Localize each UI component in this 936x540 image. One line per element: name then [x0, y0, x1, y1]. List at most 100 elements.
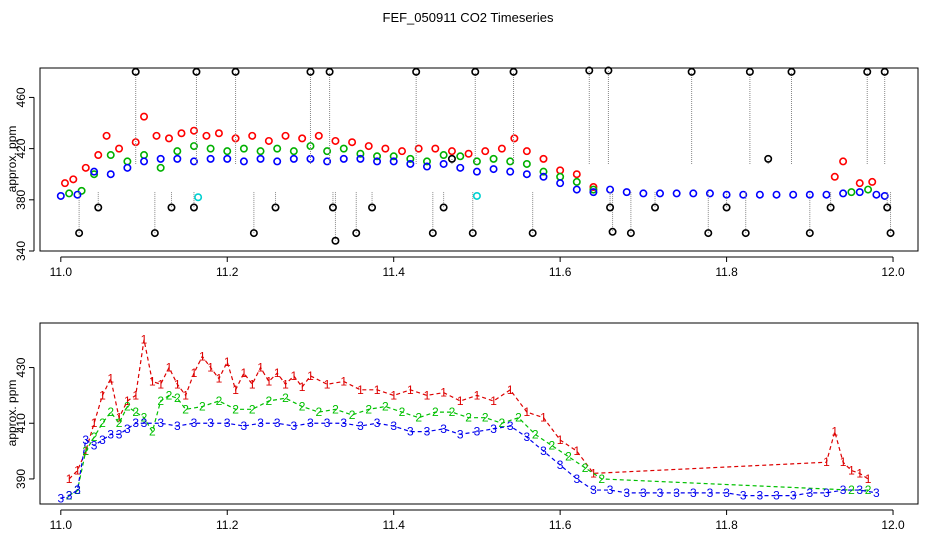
data-point [281, 131, 290, 140]
data-point [373, 157, 382, 166]
data-point: 3 [840, 483, 847, 497]
data-point [589, 188, 598, 197]
data-point [606, 185, 615, 194]
data-point [847, 188, 856, 197]
data-point: 3 [324, 416, 331, 430]
data-point [239, 157, 248, 166]
x-tick-label: 11.6 [549, 265, 572, 279]
data-point: 3 [673, 486, 680, 500]
data-point: 2 [582, 461, 589, 475]
data-point: 1 [224, 355, 231, 369]
x-tick-label: 11.2 [216, 518, 239, 532]
data-point [864, 185, 873, 194]
data-point [764, 154, 773, 163]
series-spikes [75, 66, 895, 245]
data-point [868, 177, 877, 186]
data-point [722, 190, 731, 199]
data-point: 1 [823, 455, 830, 469]
data-point [189, 126, 198, 135]
data-point [687, 67, 696, 76]
data-point [805, 229, 814, 238]
data-point [256, 154, 265, 163]
data-point [626, 229, 635, 238]
data-point [123, 163, 132, 172]
data-point [231, 67, 240, 76]
data-point [325, 67, 334, 76]
data-point [880, 191, 889, 200]
data-point [572, 185, 581, 194]
data-point: 2 [382, 400, 389, 414]
data-point: 3 [657, 486, 664, 500]
data-point [608, 227, 617, 236]
data-point [522, 159, 531, 168]
data-point: 1 [199, 349, 206, 363]
data-point [422, 157, 431, 166]
y-tick-label: 410 [14, 413, 28, 433]
data-point: 2 [157, 394, 164, 408]
data-point [472, 157, 481, 166]
data-point [406, 154, 415, 163]
y-tick-label: 390 [14, 469, 28, 489]
bottom-y-axis: 390 410 430 [14, 357, 35, 489]
data-point [356, 149, 365, 158]
data-point [140, 112, 149, 121]
data-point: 3 [257, 416, 264, 430]
data-point [539, 154, 548, 163]
data-point [298, 134, 307, 143]
data-point [323, 147, 332, 156]
series-cyan [194, 191, 481, 202]
data-point [60, 179, 69, 188]
data-point [456, 152, 465, 161]
y-tick-label: 340 [14, 241, 28, 261]
data-point: 1 [524, 405, 531, 419]
data-point [468, 229, 477, 238]
data-point: 1 [424, 388, 431, 402]
data-point: 1 [865, 472, 872, 486]
data-point [639, 189, 648, 198]
data-point [472, 167, 481, 176]
data-point [189, 203, 198, 212]
data-point: 1 [149, 374, 156, 388]
data-point: 1 [474, 388, 481, 402]
data-point [755, 190, 764, 199]
chart-title: FEF_050911 CO2 Timeseries [383, 10, 554, 25]
data-point: 1 [99, 388, 106, 402]
data-point: 1 [166, 361, 173, 375]
data-point: 2 [365, 402, 372, 416]
data-point [622, 188, 631, 197]
data-point [471, 67, 480, 76]
data-point [140, 157, 149, 166]
bottom-y-axis-label: approx. ppm [5, 380, 19, 447]
data-point: 2 [315, 405, 322, 419]
data-point [368, 203, 377, 212]
data-point: 3 [99, 433, 106, 447]
data-point: 1 [207, 361, 214, 375]
data-point [248, 131, 257, 140]
data-point [604, 66, 613, 75]
data-point: 1 [216, 372, 223, 386]
data-point [689, 189, 698, 198]
data-point [883, 203, 892, 212]
data-point: 1 [191, 366, 198, 380]
data-point: 2 [865, 483, 872, 497]
data-point: 3 [823, 486, 830, 500]
data-point [373, 152, 382, 161]
top-panel: 11.0 11.2 11.4 11.6 11.8 12.0 340 380 420 460 ap… [5, 66, 919, 279]
data-point [497, 144, 506, 153]
data-point [447, 154, 456, 163]
data-point [239, 144, 248, 153]
data-point: 2 [99, 416, 106, 430]
data-point: 3 [340, 416, 347, 430]
data-point [206, 144, 215, 153]
data-point [472, 191, 481, 200]
data-point [352, 229, 361, 238]
data-point [447, 147, 456, 156]
data-point [314, 131, 323, 140]
data-point: 3 [124, 422, 131, 436]
data-point [822, 190, 831, 199]
data-point: 2 [532, 427, 539, 441]
data-point [489, 154, 498, 163]
data-point [223, 147, 232, 156]
